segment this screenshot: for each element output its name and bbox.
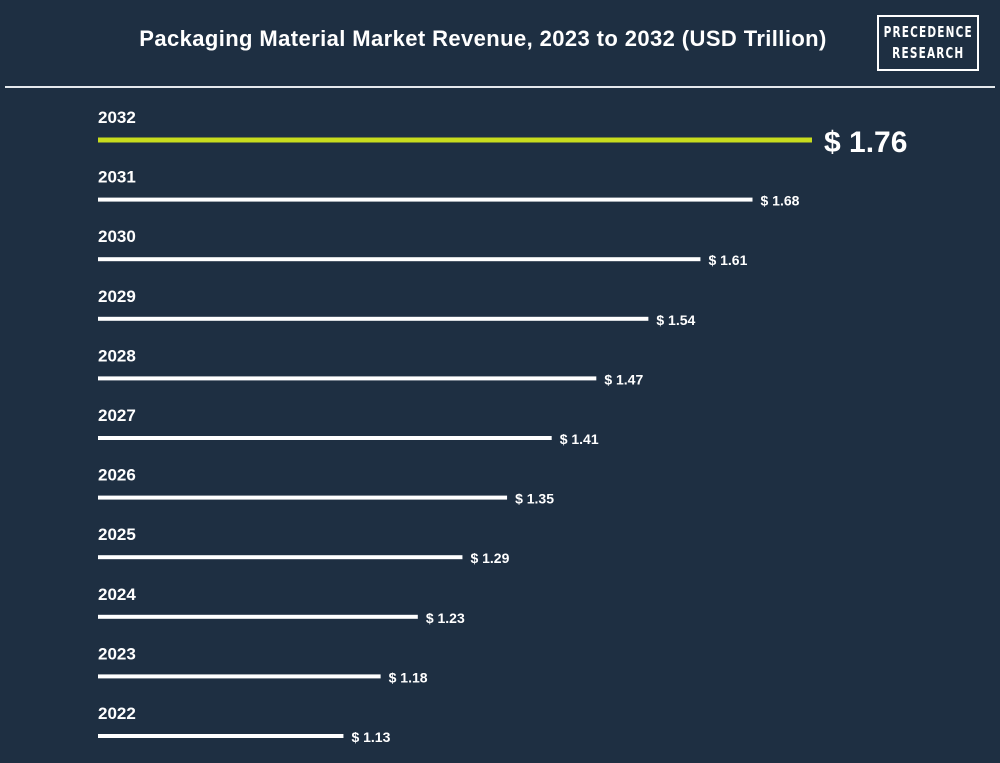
chart-title: Packaging Material Market Revenue, 2023 … xyxy=(139,26,827,51)
value-label: $ 1.35 xyxy=(515,491,554,507)
year-label: 2031 xyxy=(98,168,136,187)
precedence-research-logo: PRECEDENCE RESEARCH xyxy=(877,15,979,71)
bar-2031 xyxy=(98,197,753,202)
value-label: $ 1.41 xyxy=(560,431,599,447)
value-label: $ 1.68 xyxy=(761,193,800,209)
value-label: $ 1.18 xyxy=(389,669,428,685)
year-label: 2025 xyxy=(98,525,136,544)
value-label: $ 1.61 xyxy=(708,252,747,268)
year-label: 2029 xyxy=(98,287,136,306)
logo-line-2: RESEARCH xyxy=(891,44,965,62)
logo-line-1: PRECEDENCE xyxy=(883,23,973,41)
value-label: $ 1.13 xyxy=(351,729,390,745)
year-label: 2022 xyxy=(98,704,136,723)
value-label: $ 1.54 xyxy=(656,312,695,328)
value-label: $ 1.29 xyxy=(470,550,509,566)
bar-2032 xyxy=(98,137,812,143)
year-label: 2030 xyxy=(98,227,136,246)
bar-2023 xyxy=(98,674,381,679)
year-label: 2027 xyxy=(98,406,136,425)
year-label: 2028 xyxy=(98,346,136,365)
header-divider xyxy=(5,86,995,88)
year-label: 2023 xyxy=(98,644,136,663)
year-label: 2024 xyxy=(98,585,136,604)
bar-2029 xyxy=(98,316,649,321)
chart-header: Packaging Material Market Revenue, 2023 … xyxy=(0,0,1000,86)
bar-2022 xyxy=(98,734,344,738)
year-label: 2026 xyxy=(98,466,136,485)
year-label: 2032 xyxy=(98,108,136,127)
bar-2030 xyxy=(98,257,701,262)
bar-2024 xyxy=(98,614,418,619)
bar-2026 xyxy=(98,495,508,500)
bar-2027 xyxy=(98,436,552,440)
bar-2025 xyxy=(98,555,463,560)
bar-2028 xyxy=(98,376,597,381)
value-label: $ 1.23 xyxy=(426,610,465,626)
value-label: $ 1.47 xyxy=(604,371,643,387)
value-label: $ 1.76 xyxy=(824,126,907,159)
